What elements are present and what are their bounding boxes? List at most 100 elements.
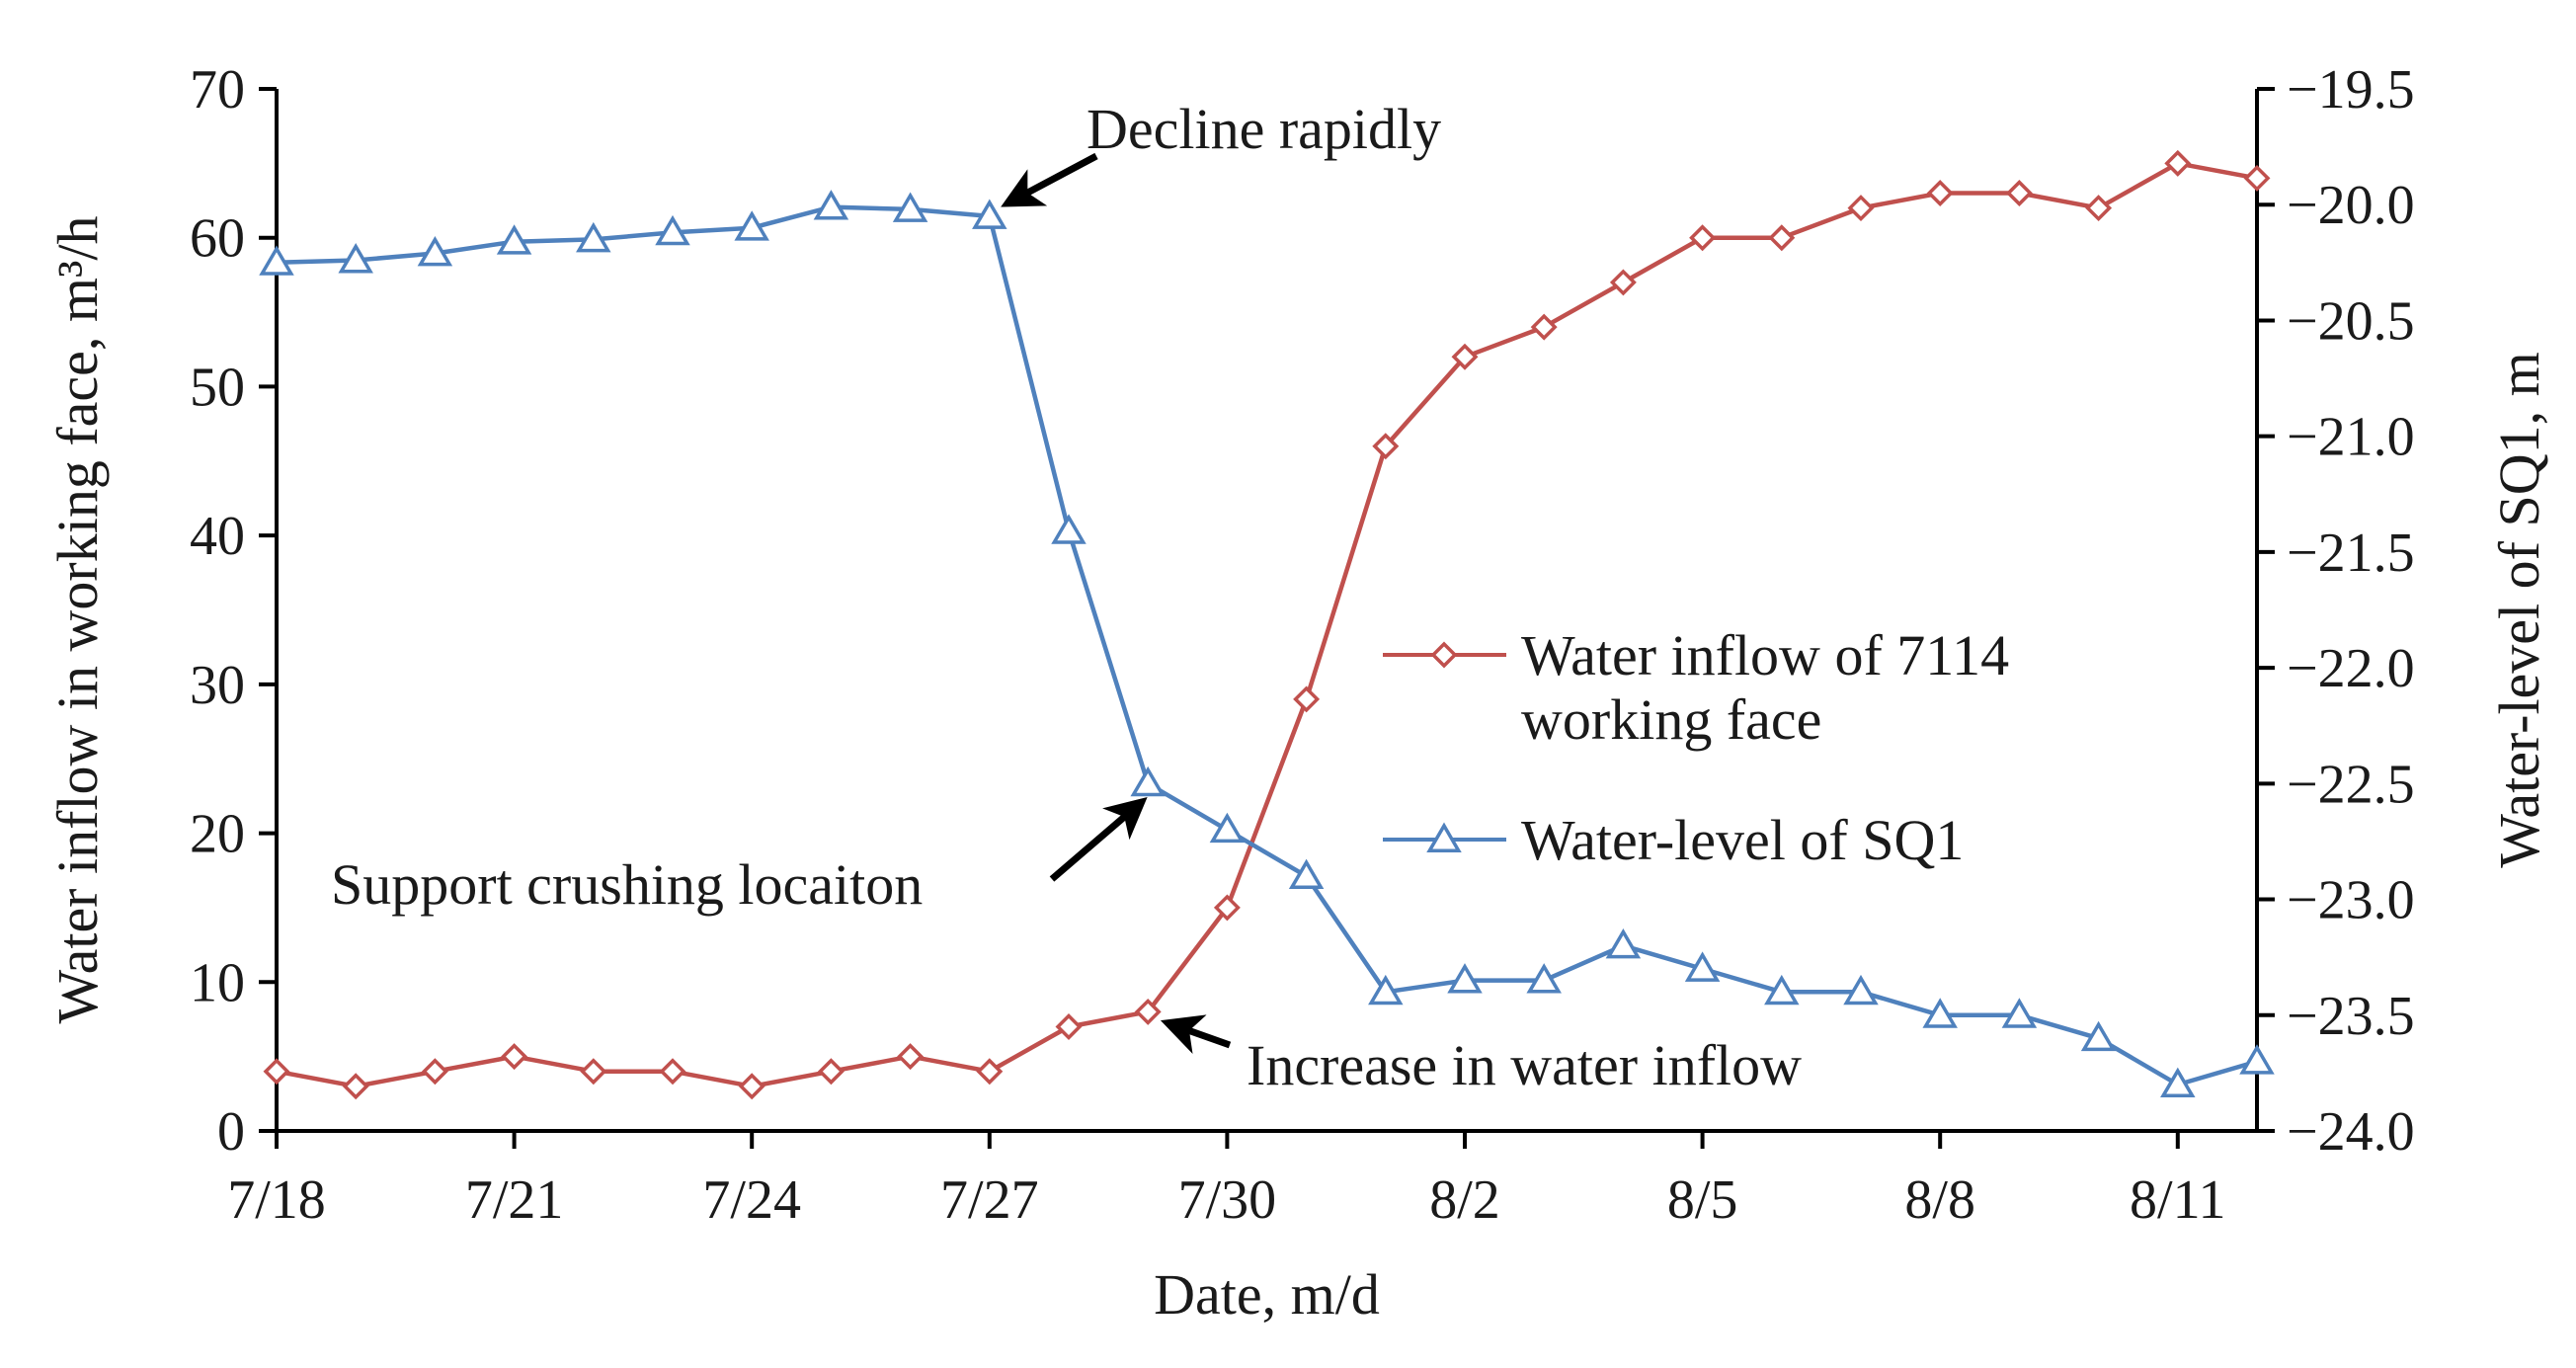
data-point-triangle: [1605, 927, 1642, 959]
x-axis-title: Date, m/d: [1154, 1262, 1380, 1327]
data-point-diamond: [1213, 894, 1241, 922]
data-point-triangle: [417, 235, 453, 267]
annotation-arrow-decline: [1001, 152, 1098, 207]
data-point-diamond: [421, 1058, 448, 1086]
legend-marker-triangle: [1426, 822, 1462, 852]
data-point-diamond: [1609, 269, 1637, 296]
annotation-support-crushing: Support crushing locaiton: [331, 852, 923, 917]
data-point-diamond: [817, 1058, 845, 1086]
legend: Water inflow of 7114 working face Water-…: [1383, 623, 2009, 872]
data-point-triangle: [972, 199, 1007, 229]
left-tick-label: 60: [190, 208, 245, 270]
legend-label-water-level: Water-level of SQ1: [1521, 808, 1964, 872]
data-point-diamond: [501, 1043, 528, 1071]
data-point-triangle: [1288, 858, 1325, 890]
data-point-triangle: [734, 210, 769, 241]
data-point-diamond: [2243, 164, 2271, 192]
data-point-diamond: [1847, 195, 1875, 222]
left-tick-label: 70: [190, 59, 245, 121]
data-point-triangle: [1209, 812, 1246, 844]
data-point-diamond: [1689, 224, 1717, 252]
data-point-diamond: [1768, 224, 1796, 252]
right-y-axis-title: Water-level of SQ1, m: [2487, 352, 2551, 867]
data-point-diamond: [2085, 195, 2113, 222]
right-tick-label: −21.5: [2287, 523, 2415, 584]
data-point-diamond: [897, 1043, 925, 1071]
right-tick-label: −22.5: [2287, 754, 2415, 815]
data-point-diamond: [342, 1073, 369, 1100]
x-tick-label: 7/30: [1178, 1169, 1277, 1231]
data-point-triangle: [338, 243, 373, 274]
left-tick-label: 10: [190, 952, 245, 1013]
data-point-triangle: [655, 214, 690, 246]
x-tick-label: 7/27: [940, 1169, 1039, 1231]
annotation-arrow-increase: [1160, 1014, 1232, 1054]
data-point-diamond: [580, 1058, 607, 1086]
data-point-triangle: [496, 224, 532, 255]
data-point-triangle: [259, 245, 294, 276]
data-point-triangle: [2001, 998, 2038, 1028]
data-point-triangle: [1368, 974, 1404, 1006]
data-point-triangle: [2080, 1020, 2117, 1052]
data-point-diamond: [1134, 998, 1162, 1025]
data-point-diamond: [1055, 1013, 1083, 1040]
right-tick-label: −21.0: [2287, 407, 2415, 468]
data-point-triangle: [1922, 998, 1958, 1028]
annotation-increase-inflow: Increase in water inflow: [1247, 1033, 1802, 1097]
data-point-triangle: [1526, 963, 1562, 994]
x-tick-label: 8/8: [1904, 1169, 1975, 1231]
data-point-diamond: [1451, 343, 1479, 370]
annotation-decline-rapidly: Decline rapidly: [1087, 97, 1441, 161]
right-tick-label: −23.0: [2287, 870, 2415, 931]
x-ticks: 7/18 7/21 7/24 7/27 7/30 8/2 8/5 8/8 8/11: [227, 1131, 2226, 1231]
x-tick-label: 8/5: [1667, 1169, 1738, 1231]
legend-label-water-inflow-line2: working face: [1521, 687, 1821, 752]
right-tick-label: −20.5: [2287, 290, 2415, 352]
series-water-level: [259, 190, 2275, 1098]
series-layer: [259, 149, 2275, 1100]
x-tick-label: 7/21: [465, 1169, 564, 1231]
right-tick-label: −23.5: [2287, 986, 2415, 1047]
axes: [275, 89, 2259, 1133]
data-point-triangle: [1764, 974, 1800, 1006]
left-tick-label: 40: [190, 506, 245, 567]
legend-label-water-inflow-line1: Water inflow of 7114: [1521, 623, 2009, 687]
x-tick-label: 7/24: [702, 1169, 801, 1231]
data-point-triangle: [1447, 963, 1483, 994]
annotations: Decline rapidly Support crushing locaito…: [331, 97, 1802, 1097]
right-y-ticks: −24.0 −23.5 −23.0 −22.5 −22.0 −21.5 −21.0 −20.5…: [2257, 59, 2415, 1163]
data-point-triangle: [813, 190, 849, 220]
data-point-diamond: [1293, 685, 1321, 713]
data-point-triangle: [1130, 765, 1166, 797]
data-point-triangle: [1684, 951, 1721, 982]
data-point-diamond: [738, 1073, 765, 1100]
data-point-triangle: [576, 221, 611, 253]
data-point-triangle: [892, 192, 928, 222]
left-tick-label: 0: [217, 1101, 245, 1163]
legend-marker-diamond: [1430, 641, 1458, 669]
right-tick-label: −22.0: [2287, 638, 2415, 699]
series-water-inflow: [263, 149, 2271, 1100]
left-y-axis-title: Water inflow in working face, m³/h: [45, 215, 110, 1023]
data-point-triangle: [2160, 1067, 2196, 1098]
left-tick-label: 20: [190, 804, 245, 865]
data-point-diamond: [263, 1058, 290, 1086]
data-point-triangle: [2239, 1044, 2275, 1075]
data-point-diamond: [1530, 313, 1558, 341]
series-line: [276, 204, 2258, 1087]
left-y-ticks: 0 10 20 30 40 50 60 70: [190, 59, 277, 1163]
x-tick-label: 7/18: [227, 1169, 326, 1231]
right-tick-label: −19.5: [2287, 59, 2415, 121]
x-tick-label: 8/2: [1429, 1169, 1500, 1231]
annotation-arrow-support: [1049, 796, 1148, 882]
data-point-diamond: [659, 1058, 686, 1086]
x-tick-label: 8/11: [2130, 1169, 2225, 1231]
data-point-diamond: [1372, 433, 1400, 460]
data-point-diamond: [1926, 180, 1954, 206]
data-point-triangle: [1051, 514, 1087, 544]
right-tick-label: −24.0: [2287, 1101, 2415, 1163]
data-point-triangle: [1843, 974, 1879, 1006]
data-point-diamond: [2164, 149, 2192, 177]
